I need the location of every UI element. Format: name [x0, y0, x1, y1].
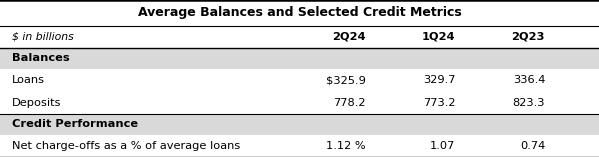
Bar [0, 26, 599, 48]
Text: $325.9: $325.9 [325, 75, 365, 85]
Text: 1.07: 1.07 [430, 141, 455, 151]
Text: Loans: Loans [12, 75, 45, 85]
Text: 778.2: 778.2 [333, 97, 365, 108]
Text: 2Q24: 2Q24 [332, 32, 365, 42]
Bar [0, 135, 599, 157]
Bar [0, 114, 599, 135]
Text: 773.2: 773.2 [423, 97, 455, 108]
Text: $ in billions: $ in billions [12, 32, 74, 42]
Text: Credit Performance: Credit Performance [12, 119, 138, 129]
Text: Deposits: Deposits [12, 97, 62, 108]
Text: 0.74: 0.74 [520, 141, 545, 151]
Text: 336.4: 336.4 [513, 75, 545, 85]
Bar [0, 91, 599, 114]
Text: 2Q23: 2Q23 [512, 32, 545, 42]
Text: 823.3: 823.3 [513, 97, 545, 108]
Text: Net charge-offs as a % of average loans: Net charge-offs as a % of average loans [12, 141, 240, 151]
Bar [0, 48, 599, 69]
Text: 1.12 %: 1.12 % [326, 141, 365, 151]
Text: 1Q24: 1Q24 [422, 32, 455, 42]
Text: Balances: Balances [12, 54, 69, 63]
Bar [0, 69, 599, 91]
Text: 329.7: 329.7 [423, 75, 455, 85]
Text: Average Balances and Selected Credit Metrics: Average Balances and Selected Credit Met… [138, 6, 461, 19]
